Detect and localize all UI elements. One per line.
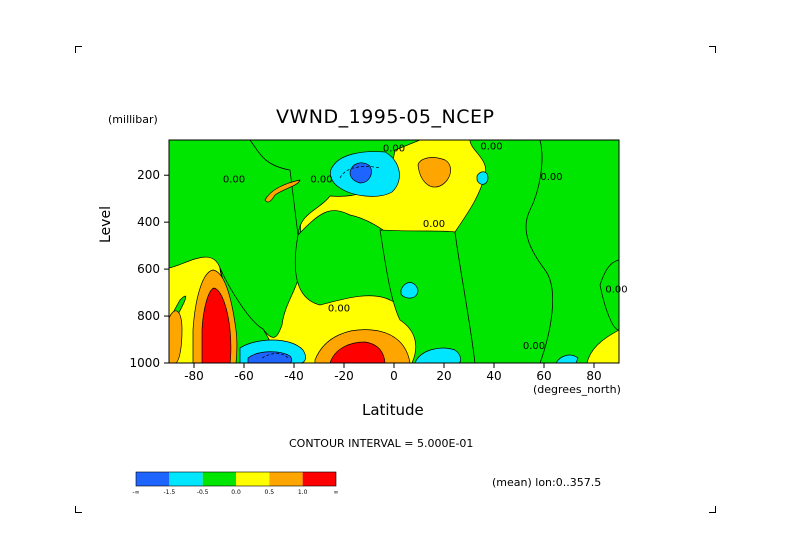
colorbar-swatch	[236, 472, 270, 486]
region-moderate-negative-north	[476, 171, 489, 185]
contour-labels: 0.00 0.00 0.00 0.00 0.00 0.00 0.00 0.00 0.00	[223, 141, 628, 352]
region-moderate-negative-mid	[400, 282, 419, 299]
region-strong-positive-south	[201, 287, 232, 363]
x-tick-label: 80	[586, 369, 601, 383]
x-unit-label: (degrees_north)	[533, 383, 621, 396]
contour-label: 0.00	[383, 144, 405, 155]
contour-label: 0.00	[523, 341, 545, 352]
colorbar-label: -∞	[132, 489, 139, 496]
chart-title: VWND_1995-05_NCEP	[276, 106, 495, 128]
region-positive-upper	[417, 157, 451, 188]
colorbar-label: 0.0	[231, 489, 241, 496]
contour-label: 0.00	[423, 219, 445, 230]
colorbar-swatch	[302, 472, 336, 486]
contour-field	[169, 140, 619, 363]
region-positive-polar-south	[169, 310, 183, 363]
dashed-contour	[339, 166, 381, 179]
region-moderate-negative-north-surface	[555, 354, 579, 363]
colorbar-label: -0.5	[197, 489, 209, 496]
corner-mark-top-left	[75, 46, 82, 53]
corner-mark-bottom-left	[75, 506, 82, 513]
y-tick-label: 600	[137, 262, 160, 276]
colorbar-swatch	[269, 472, 303, 486]
colorbar-frame	[135, 471, 337, 487]
colorbar-label: 0.5	[265, 489, 275, 496]
colorbar-swatch	[136, 472, 170, 486]
contour-label: 0.00	[540, 172, 562, 183]
contour-label: 0.00	[480, 141, 502, 152]
region-strong-negative-upper	[349, 162, 372, 184]
x-tick-label: -20	[334, 369, 354, 383]
region-strong-positive-surface	[329, 341, 386, 363]
colorbar-label: -1.5	[163, 489, 175, 496]
x-tick-label: -40	[284, 369, 304, 383]
y-unit-label: (millibar)	[108, 113, 158, 126]
x-tick-label: 20	[436, 369, 451, 383]
colorbar-label: 1.0	[298, 489, 308, 496]
contour-label: 0.00	[328, 303, 350, 314]
y-tick-label: 800	[137, 309, 160, 323]
contour-label: 0.00	[223, 174, 245, 185]
region-negative-north-edge	[599, 259, 619, 331]
axis-ticks: -80 -60 -40 -20 0 20 40 60 80 200 400 600 800 1000	[129, 168, 601, 383]
y-tick-label: 1000	[129, 356, 160, 370]
contour-interval-note: CONTOUR INTERVAL = 5.000E-01	[289, 437, 474, 450]
y-tick-label: 200	[137, 168, 160, 182]
contour-label: 0.00	[605, 285, 627, 296]
corner-mark-top-right	[709, 46, 716, 53]
x-tick-label: -60	[234, 369, 254, 383]
x-tick-label: 60	[536, 369, 551, 383]
colorbar-swatch	[202, 472, 236, 486]
x-tick-label: 0	[390, 369, 398, 383]
plot-frame	[168, 139, 620, 364]
y-tick-label: 400	[137, 215, 160, 229]
corner-mark-bottom-right	[709, 506, 716, 513]
mean-longitude-note: (mean) lon:0..357.5	[492, 476, 602, 489]
colorbar-swatch	[169, 472, 203, 486]
colorbar: -∞ -1.5 -0.5 0.0 0.5 1.0 ∞	[132, 471, 339, 496]
dashed-contour	[261, 353, 289, 359]
x-axis-label: Latitude	[362, 401, 424, 419]
region-positive-south-upper	[264, 179, 301, 203]
contour-label: 0.00	[310, 174, 332, 185]
x-tick-label: -80	[184, 369, 204, 383]
region-moderate-negative-surface	[414, 347, 462, 363]
x-tick-label: 40	[486, 369, 501, 383]
colorbar-label: ∞	[334, 489, 339, 496]
